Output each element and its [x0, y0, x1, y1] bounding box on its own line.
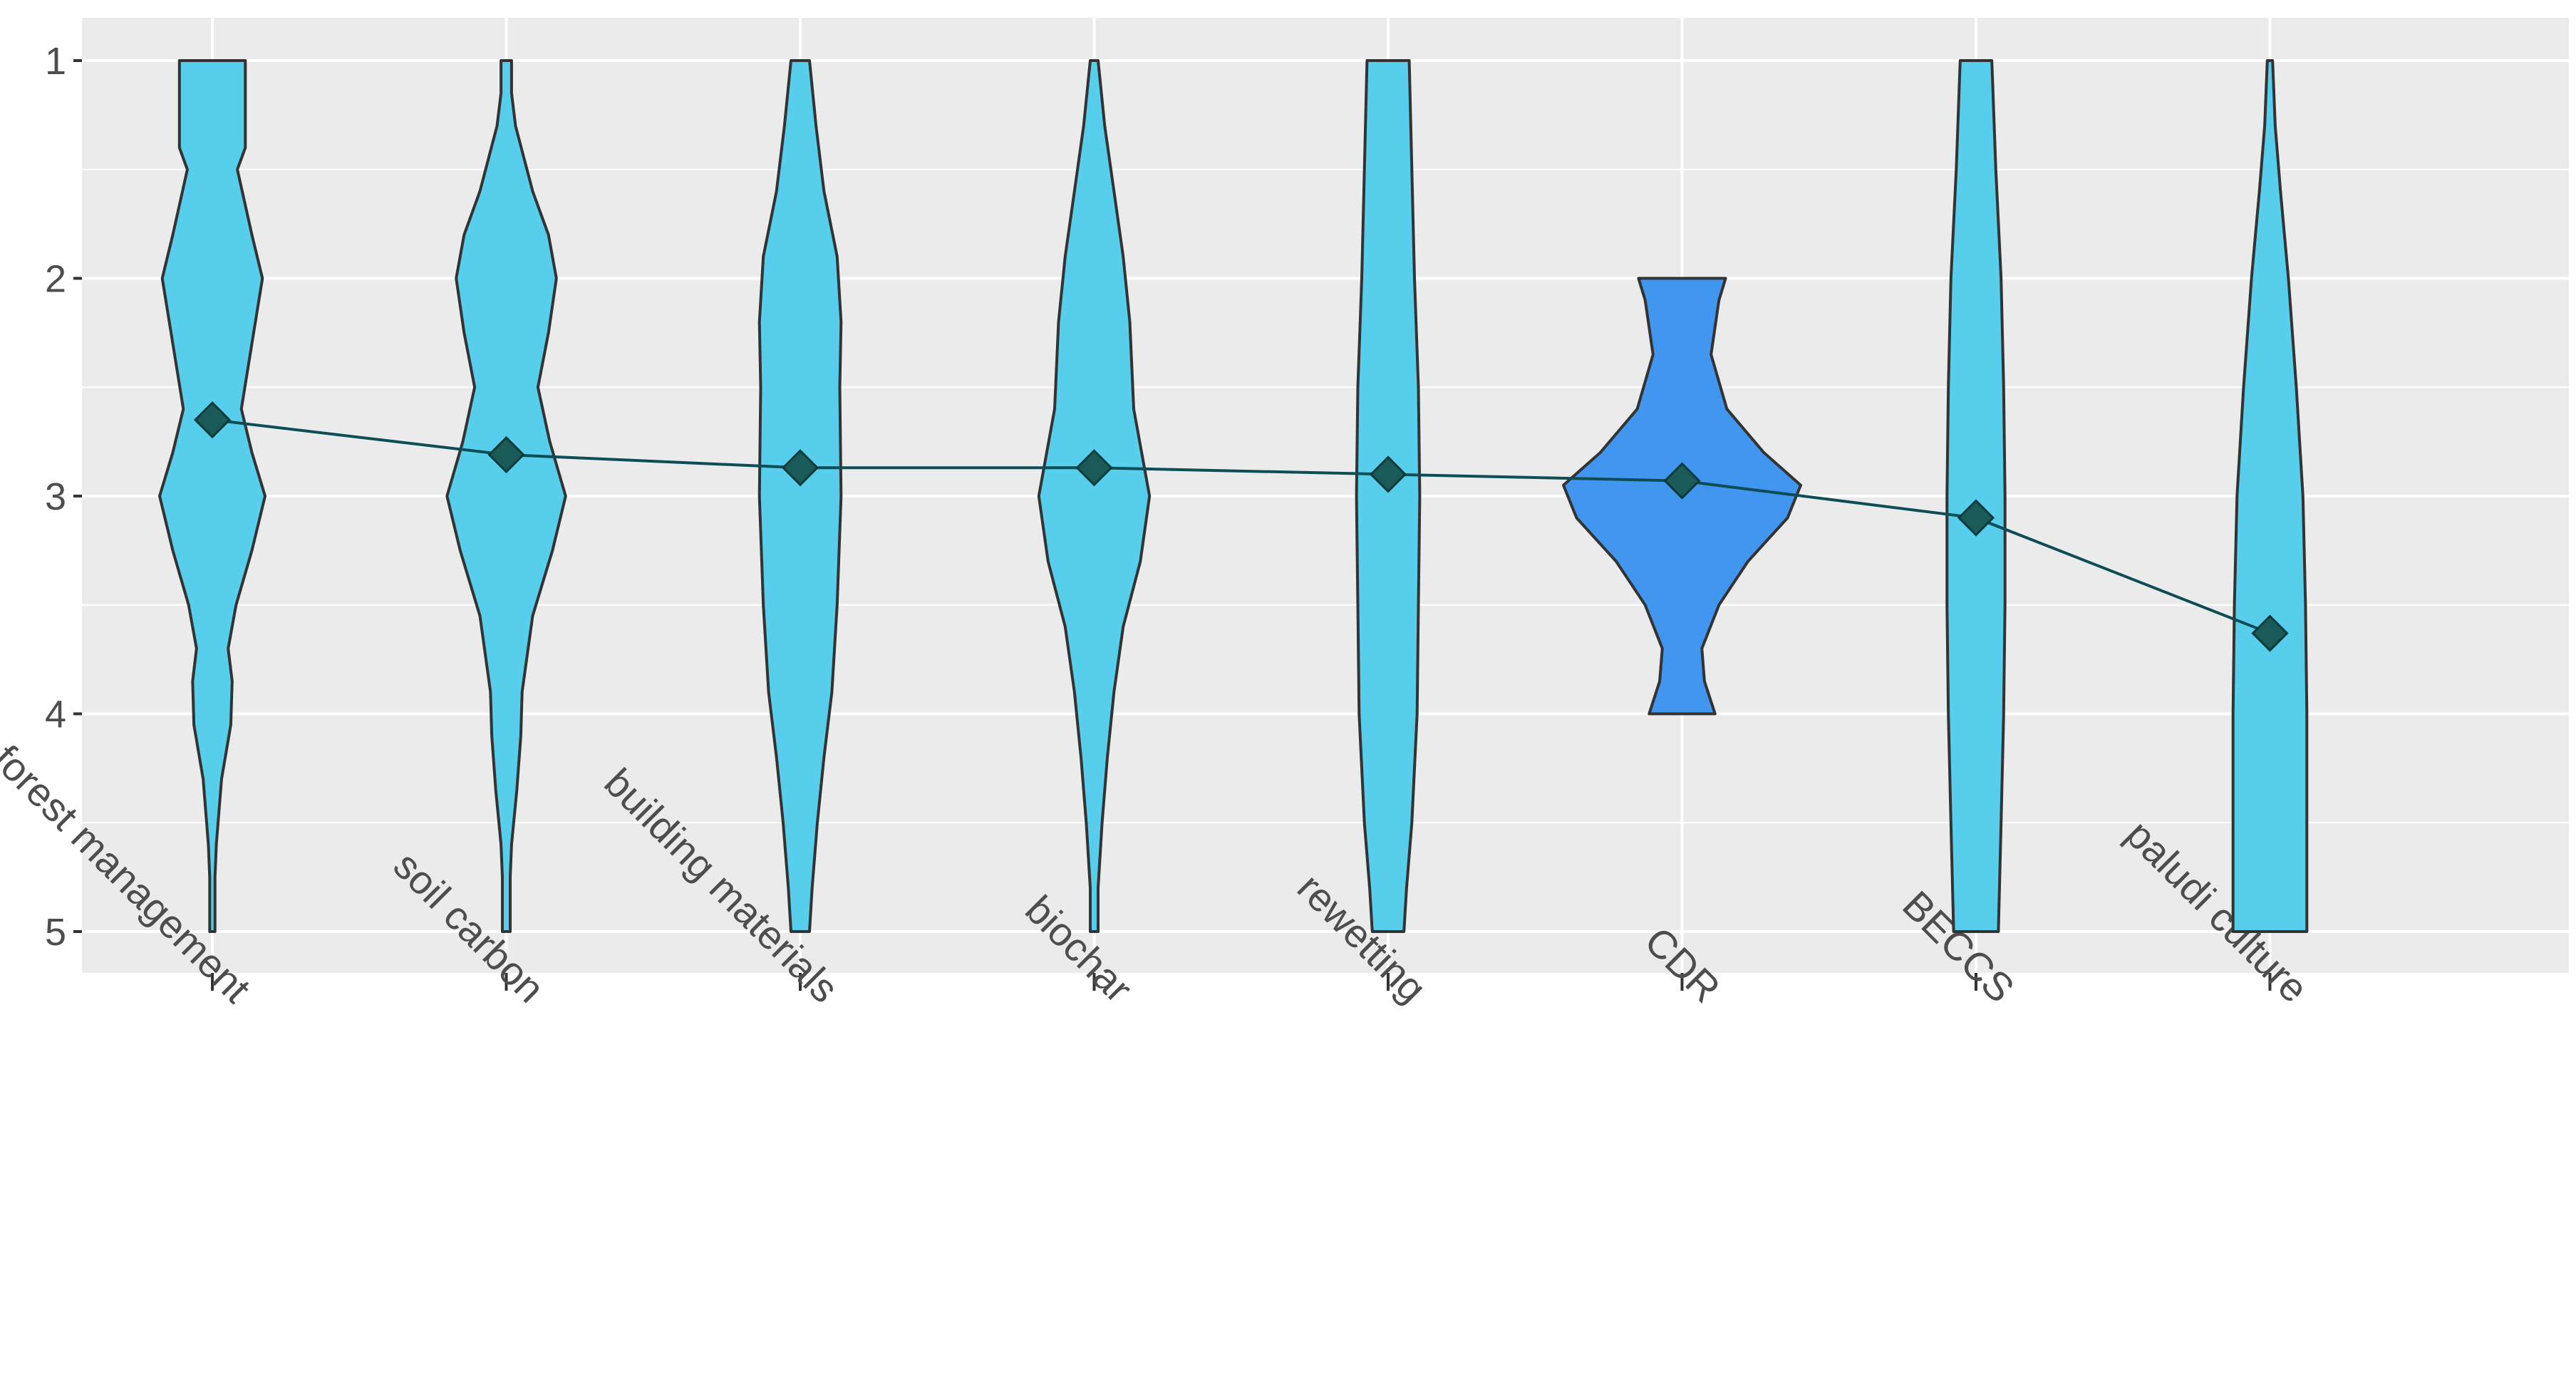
mean-line — [212, 418, 2271, 635]
violin-paludi-culture — [2231, 59, 2309, 933]
mean-point-forest-management — [193, 401, 232, 439]
mean-point-soil-carbon — [487, 435, 525, 474]
violin-soil-carbon — [445, 59, 567, 933]
violin-forest-management — [158, 59, 267, 933]
violin-biochar — [1037, 59, 1152, 933]
y-tick-label: 3 — [45, 475, 66, 518]
mean-point-beccs — [1957, 499, 1995, 537]
violin-rewetting — [1355, 59, 1422, 933]
mean-point-cdr — [1663, 462, 1701, 500]
y-tick-label: 5 — [45, 911, 66, 954]
y-tick-label: 1 — [45, 40, 66, 83]
mean-point-rewetting — [1369, 455, 1407, 493]
violin-beccs — [1945, 59, 2007, 933]
violin-layer — [158, 59, 2309, 933]
mean-point-biochar — [1075, 449, 1113, 487]
mean-point-building-materials — [781, 449, 819, 487]
mean-point-paludi-culture — [2251, 614, 2289, 652]
y-tick-label: 2 — [45, 258, 66, 301]
violin-building-materials — [757, 59, 843, 933]
mean-layer — [193, 401, 2289, 652]
y-tick-label: 4 — [45, 694, 66, 736]
